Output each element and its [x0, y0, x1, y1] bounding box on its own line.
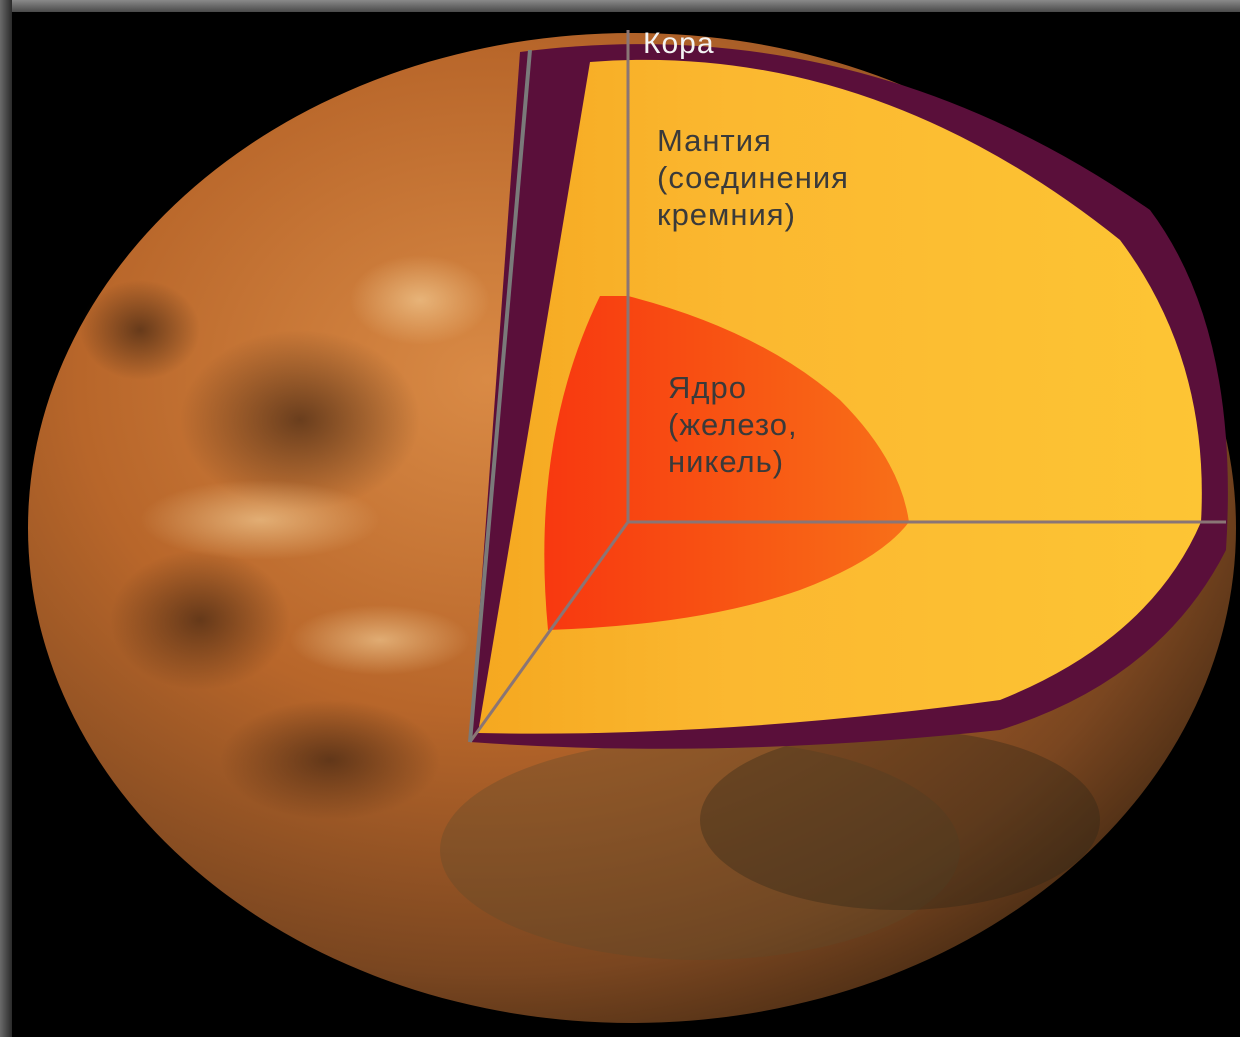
- mantle-label-line-1: Мантия: [657, 123, 772, 158]
- mantle-label: Мантия (соединения кремния): [657, 122, 849, 233]
- core-label-line-1: Ядро: [668, 370, 747, 405]
- cut-axes: [468, 30, 1226, 743]
- crust-label: Кора: [643, 27, 715, 60]
- core-label-line-2: (железо,: [668, 407, 798, 442]
- core-label: Ядро (железо, никель): [668, 369, 798, 480]
- mantle-label-line-2: (соединения: [657, 160, 849, 195]
- cut-edge: [468, 49, 532, 743]
- frame-top-border: [0, 0, 1240, 12]
- core-layer: [544, 296, 909, 630]
- mantle-label-line-3: кремния): [657, 197, 796, 232]
- frame-left-border: [0, 0, 12, 1037]
- core-label-line-3: никель): [668, 444, 785, 479]
